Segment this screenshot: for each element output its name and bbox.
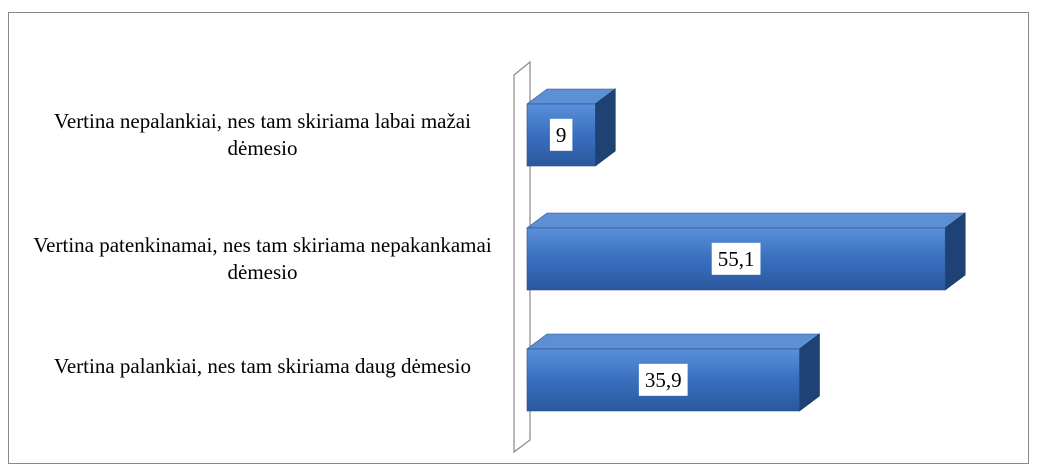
data-label: 35,9 [645, 368, 682, 392]
bar [526, 88, 617, 167]
category-label: Vertina palankiai, nes tam skiriama daug… [54, 354, 471, 378]
bar-top [526, 333, 821, 350]
axis-wall [513, 60, 531, 454]
data-label-box [711, 242, 761, 275]
data-label-box [549, 118, 573, 151]
data-label-box [638, 363, 688, 396]
category-label: Vertina nepalankiai, nes tam skiriama la… [54, 109, 471, 160]
data-label: 55,1 [718, 247, 755, 271]
bar [526, 212, 967, 291]
bar-top [526, 212, 967, 229]
chart-frame [8, 12, 1029, 464]
category-label: Vertina patenkinamai, nes tam skiriama n… [33, 233, 492, 284]
data-label: 9 [556, 123, 567, 147]
